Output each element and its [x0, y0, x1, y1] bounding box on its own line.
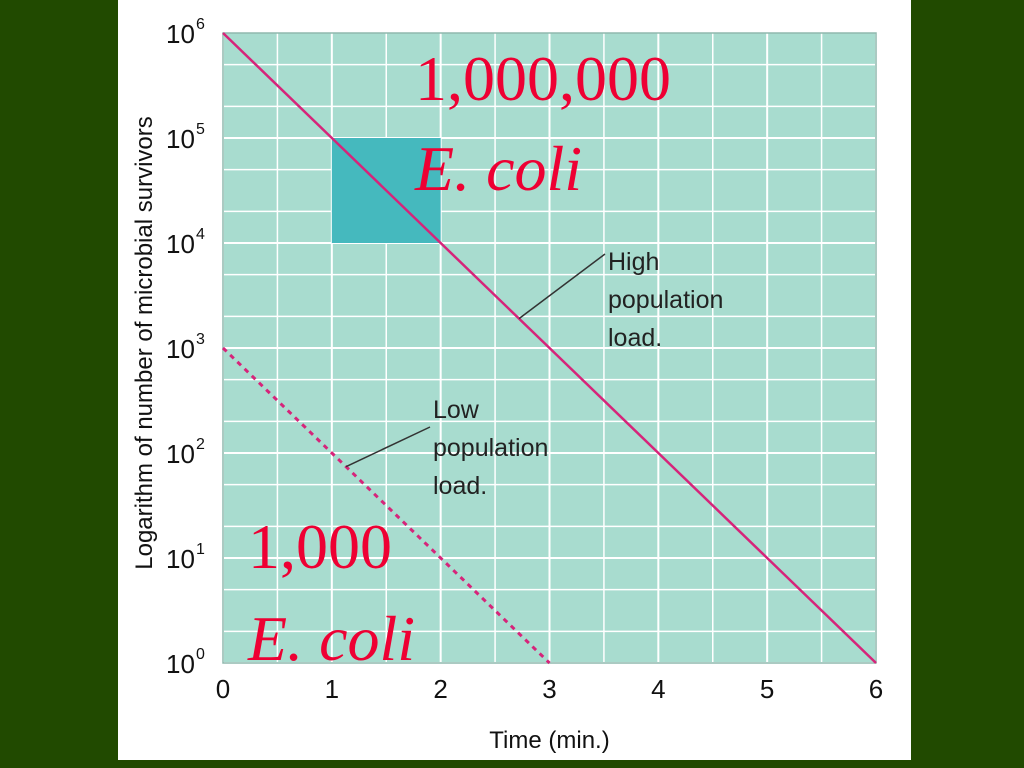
- x-tick-label: 1: [325, 674, 339, 704]
- y-tick-label: 10: [166, 124, 195, 154]
- overlay-annotation-high: 1,000,000: [415, 43, 671, 114]
- series-layer: [221, 32, 877, 665]
- x-tick-labels: 0 1 2 3 4 5 6: [216, 674, 883, 704]
- y-axis-label: Logarithm of number of microbial survivo…: [131, 116, 158, 570]
- overlay-annotation-low: 1,000: [248, 511, 392, 582]
- x-tick-label: 4: [651, 674, 665, 704]
- y-tick-exponent: 4: [196, 226, 205, 243]
- x-tick-label: 6: [869, 674, 883, 704]
- series-label-high: High: [608, 248, 659, 276]
- y-tick-label: 10: [166, 229, 195, 259]
- y-tick-exponent: 6: [196, 16, 205, 33]
- series-label-low: Low: [433, 396, 480, 424]
- y-tick-label: 10: [166, 334, 195, 364]
- label-leader-line: [518, 253, 606, 320]
- x-tick-label: 2: [433, 674, 447, 704]
- overlay-annotations: 1,000,000 E. coli 1,000 E. coli: [247, 43, 671, 674]
- y-tick-exponent: 3: [196, 331, 205, 348]
- overlay-annotation-low: E. coli: [247, 603, 415, 674]
- series-label-low: population: [433, 434, 548, 462]
- overlay-annotation-high: E. coli: [414, 133, 582, 204]
- label-leader-line: [345, 426, 431, 468]
- series-label-high: population: [608, 286, 723, 314]
- y-tick-exponent: 0: [196, 646, 205, 663]
- x-tick-label: 0: [216, 674, 230, 704]
- series-label-low: load.: [433, 472, 487, 500]
- x-tick-label: 5: [760, 674, 774, 704]
- y-tick-exponent: 5: [196, 121, 205, 138]
- series-labels: High population load. Low population load.: [345, 248, 723, 500]
- y-tick-label: 10: [166, 544, 195, 574]
- y-tick-exponent: 2: [196, 436, 205, 453]
- series-label-high: load.: [608, 324, 662, 352]
- series-line-high: [222, 32, 877, 664]
- x-axis-label: Time (min.): [489, 727, 609, 754]
- y-tick-exponent: 1: [196, 541, 205, 558]
- x-tick-label: 3: [542, 674, 556, 704]
- y-tick-label: 10: [166, 439, 195, 469]
- y-tick-label: 10: [166, 649, 195, 679]
- y-tick-label: 10: [166, 19, 195, 49]
